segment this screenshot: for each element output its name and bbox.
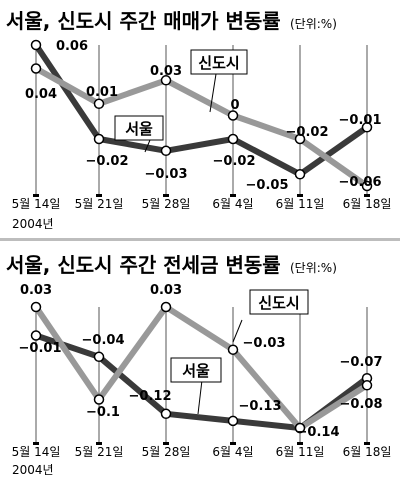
p2-legend-newtown: 신도시 [232, 289, 309, 343]
p1-seoul-label-2: −0.03 [145, 167, 188, 182]
p2-seoul-label-3: −0.13 [239, 399, 282, 414]
p1-seoul-label-5: −0.01 [339, 113, 382, 128]
p2-tick-mark [163, 442, 169, 445]
p1-tick-mark [33, 194, 39, 197]
p2-newtown-point [160, 301, 172, 313]
p1-seoul-label-1: −0.02 [86, 154, 129, 169]
p2-seoul-label-0: −0.01 [19, 341, 62, 356]
p1-x-tick-label: 6월 4일 [212, 197, 253, 211]
p1-seoul-line [33, 43, 369, 178]
p1-newtown-label-4: −0.02 [286, 125, 329, 140]
p1-seoul-point [227, 133, 239, 145]
p1-newtown-point [30, 63, 42, 74]
p1-newtown-label-2: 0.03 [150, 64, 182, 79]
p2-tick-mark [96, 442, 102, 445]
p2-newtown-point [93, 394, 105, 405]
p2-x-tick-label: 6월 11일 [276, 445, 325, 459]
p1-tick-mark [163, 194, 169, 197]
p2-seoul-point [227, 415, 239, 427]
p1-tick-mark [364, 194, 370, 197]
p1-newtown-label-1: 0.01 [86, 85, 118, 100]
p2-seoul-label-4: −0.14 [297, 425, 340, 440]
p1-tick-mark [96, 194, 102, 197]
panel2-unit: (단위:%) [290, 261, 337, 275]
p2-x-tick-label: 5월 21일 [75, 445, 124, 459]
p1-legend-seoul: 서울 [114, 115, 164, 153]
p2-x-tick-label: 5월 28일 [142, 445, 191, 459]
p2-newtown-label-0: 0.03 [20, 283, 52, 298]
p1-legend-newtown: 신도시 [190, 49, 248, 113]
p2-newtown-label-5: −0.08 [340, 397, 383, 412]
p1-tick-mark [297, 194, 303, 197]
p2-tick-mark [33, 442, 39, 445]
p2-newtown-line [33, 304, 369, 431]
p2-x-tick-label: 5월 14일 [12, 445, 61, 459]
p1-newtown-point [93, 98, 105, 110]
p1-legend-seoul-text: 서울 [125, 120, 153, 138]
p2-x-tick-label: 6월 4일 [212, 445, 253, 459]
p2-seoul-point [93, 351, 105, 363]
p2-year-note: 2004년 [12, 463, 54, 477]
p2-x-tick-label: 6월 18일 [343, 445, 392, 459]
p1-x-tick-label: 6월 18일 [343, 197, 392, 211]
p2-legend-newtown-text: 신도시 [258, 294, 299, 312]
p2-legend-seoul: 서울 [170, 357, 222, 415]
p2-newtown-point [294, 422, 306, 434]
p1-x-tick-label: 5월 14일 [12, 197, 61, 211]
p2-tick-mark [230, 442, 236, 445]
p1-newtown-point [361, 180, 373, 192]
p1-seoul-point [361, 122, 373, 133]
p1-legend-newtown-text: 신도시 [198, 54, 239, 72]
p1-seoul-point [294, 169, 306, 180]
p2-newtown-label-2: 0.03 [150, 283, 182, 298]
p2-newtown-point [227, 344, 239, 355]
panel-sale-price: 서울, 신도시 주간 매매가 변동률 (단위:%) 0.06 −0.02 −0.… [6, 9, 391, 231]
p1-newtown-point [227, 110, 239, 121]
p1-seoul-label-3: −0.02 [213, 154, 256, 169]
p1-seoul-point [30, 39, 42, 51]
p2-newtown-label-3: −0.03 [243, 336, 286, 351]
p2-tick-mark [364, 442, 370, 445]
p1-tick-mark [230, 194, 236, 197]
p2-newtown-point [30, 301, 42, 313]
p1-x-tick-label: 6월 11일 [276, 197, 325, 211]
p1-x-tick-label: 5월 21일 [75, 197, 124, 211]
panel1-unit: (단위:%) [290, 17, 337, 31]
p2-seoul-label-5: −0.07 [340, 355, 383, 370]
p1-seoul-label-4: −0.05 [246, 178, 289, 193]
p1-newtown-line [34, 65, 369, 189]
p2-seoul-label-2: −0.12 [129, 389, 172, 404]
p1-seoul-label-0: 0.06 [56, 39, 88, 54]
p1-seoul-point [160, 145, 172, 157]
p2-seoul-point [160, 408, 172, 420]
p1-x-tick-label: 5월 28일 [142, 197, 191, 211]
p2-tick-mark [297, 442, 303, 445]
p1-newtown-label-5: −0.06 [339, 175, 382, 190]
p1-newtown-point [294, 133, 306, 145]
panel-jeonse-price: 서울, 신도시 주간 전세금 변동률 (단위:%) −0.01 −0.04 −0… [6, 253, 391, 477]
panel-divider [0, 238, 400, 241]
p2-seoul-label-1: −0.04 [82, 333, 125, 348]
p1-newtown-point [160, 75, 172, 86]
p1-newtown-label-0: 0.04 [25, 87, 57, 102]
p1-year-note: 2004년 [12, 217, 54, 231]
panel2-title: 서울, 신도시 주간 전세금 변동률 [6, 253, 281, 277]
p2-newtown-point [361, 380, 373, 391]
panel1-title: 서울, 신도시 주간 매매가 변동률 [6, 9, 281, 33]
p2-newtown-label-1: −0.1 [86, 405, 120, 420]
p2-seoul-point [30, 330, 42, 341]
p1-seoul-point [93, 133, 105, 145]
p1-newtown-label-3: 0 [230, 98, 239, 113]
p2-legend-seoul-text: 서울 [182, 362, 210, 380]
